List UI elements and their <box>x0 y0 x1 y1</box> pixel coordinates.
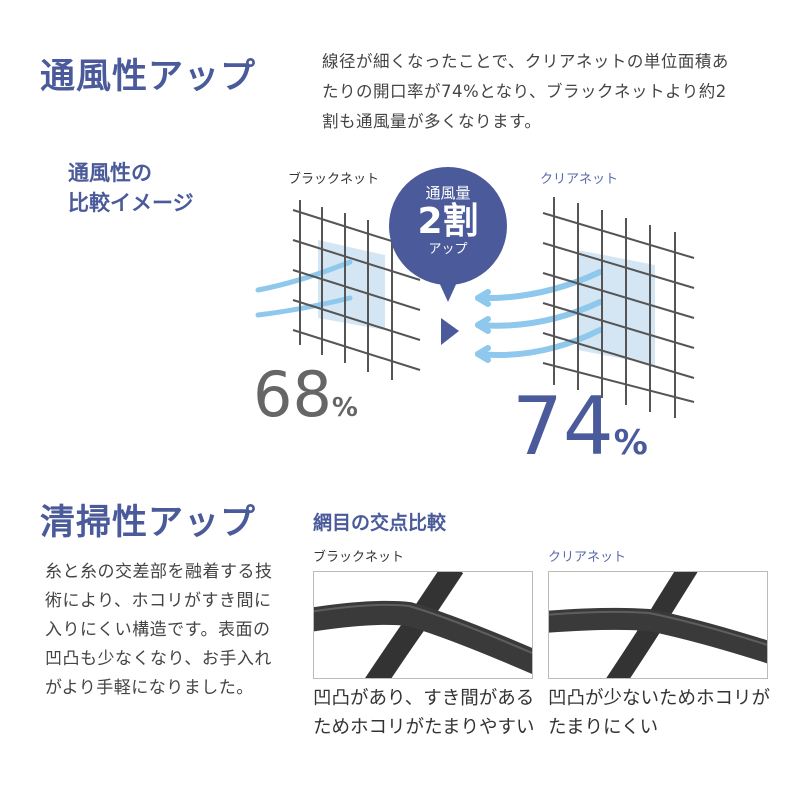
ventilation-diagram <box>255 167 695 418</box>
black-net-label-2: ブラックネット <box>313 550 405 565</box>
black-net-intersection-image <box>313 571 533 679</box>
heading-line-2: 比較イメージ <box>68 191 194 215</box>
cleaning-description: 糸と糸の交差部を融着する技術により、ホコリがすき間に入りにくい構造です。表面の凹… <box>45 562 273 698</box>
clear-net-label-2: クリアネット <box>548 550 627 565</box>
ratio-unit: % <box>331 393 358 423</box>
black-net-ratio: 68% <box>253 358 358 431</box>
clear-net-intersection-image <box>548 571 768 679</box>
ventilation-description: 線径が細くなったことで、クリアネットの単位面積あたりの開口率が74%となり、ブラ… <box>322 52 729 131</box>
ratio-unit: % <box>613 423 648 463</box>
clear-net-caption: 凹凸が少ないためホコリがたまりにくい <box>548 688 771 738</box>
increase-bubble <box>389 167 507 302</box>
ventilation-title: 通風性アップ <box>40 57 257 97</box>
clear-net-illustration <box>475 197 695 418</box>
ratio-value: 74 <box>512 380 614 473</box>
direction-triangle-icon <box>441 318 459 345</box>
black-net-illustration <box>255 200 421 380</box>
bubble-line-2: 2割 <box>417 201 479 242</box>
bubble-line-1: 通風量 <box>425 184 471 202</box>
black-net-caption: 凹凸があり、すき間があるためホコリがたまりやすい <box>313 688 535 738</box>
intersection-heading: 網目の交点比較 <box>313 512 447 534</box>
cleaning-title: 清掃性アップ <box>40 503 257 543</box>
airflow-arrows-left <box>255 259 353 318</box>
clear-net-ratio: 74% <box>512 380 648 473</box>
black-net-label: ブラックネット <box>288 172 380 187</box>
airflow-arrows-right <box>475 269 603 363</box>
ventilation-comparison-heading: 通風性の 比較イメージ <box>68 158 194 218</box>
bubble-text: 通風量 2割 アップ <box>389 184 507 258</box>
clear-net-label: クリアネット <box>540 172 619 187</box>
heading-line-1: 通風性の <box>68 161 152 185</box>
ratio-value: 68 <box>253 358 332 431</box>
bubble-line-3: アップ <box>428 242 468 257</box>
